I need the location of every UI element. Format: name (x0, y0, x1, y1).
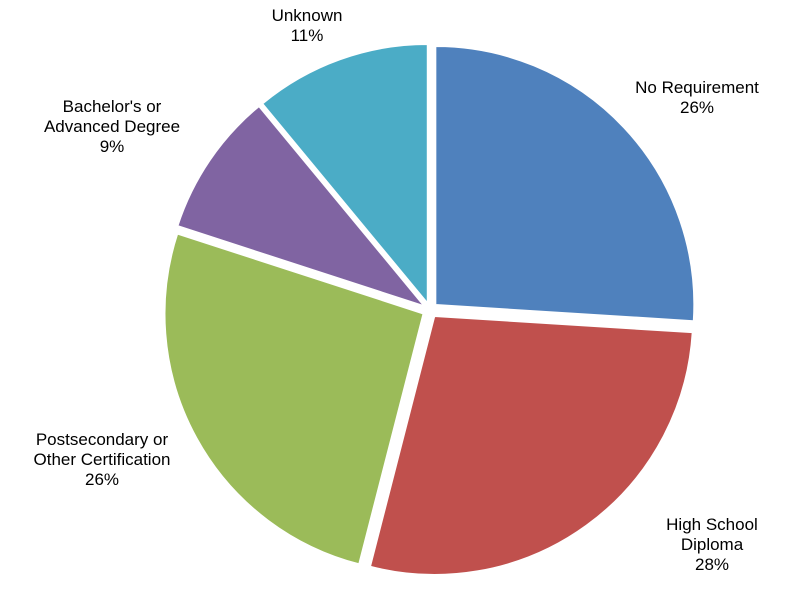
slice-category-label: Other Certification (34, 450, 171, 469)
slice-value-label: 9% (100, 137, 125, 156)
slice-label-4: Unknown 11% (272, 6, 343, 45)
pie-slice-3 (177, 106, 425, 307)
pie-slice-2 (164, 233, 424, 565)
slice-category-label: Unknown (272, 6, 343, 25)
slice-category-label: Advanced Degree (44, 117, 180, 136)
slice-value-label: 28% (695, 555, 729, 574)
slice-value-label: 26% (85, 470, 119, 489)
pie-slices (164, 43, 695, 575)
slice-value-label: 26% (680, 98, 714, 117)
slice-value-label: 11% (291, 26, 324, 45)
pie-slice-1 (369, 315, 693, 575)
pie-slice-0 (435, 46, 695, 322)
slice-label-3: Bachelor's or Advanced Degree 9% (44, 97, 180, 156)
slice-label-0: No Requirement 26% (635, 78, 759, 117)
pie-labels: No Requirement 26%High School Diploma 28%Po… (34, 6, 760, 574)
pie-slice-4 (262, 43, 428, 304)
slice-category-label: Diploma (681, 535, 744, 554)
slice-label-2: Postsecondary or Other Certification 26% (34, 430, 171, 489)
slice-label-1: High School Diploma 28% (666, 515, 758, 574)
slice-category-label: No Requirement (635, 78, 759, 97)
slice-category-label: High School (666, 515, 758, 534)
slice-category-label: Postsecondary or (36, 430, 169, 449)
slice-category-label: Bachelor's or (63, 97, 162, 116)
